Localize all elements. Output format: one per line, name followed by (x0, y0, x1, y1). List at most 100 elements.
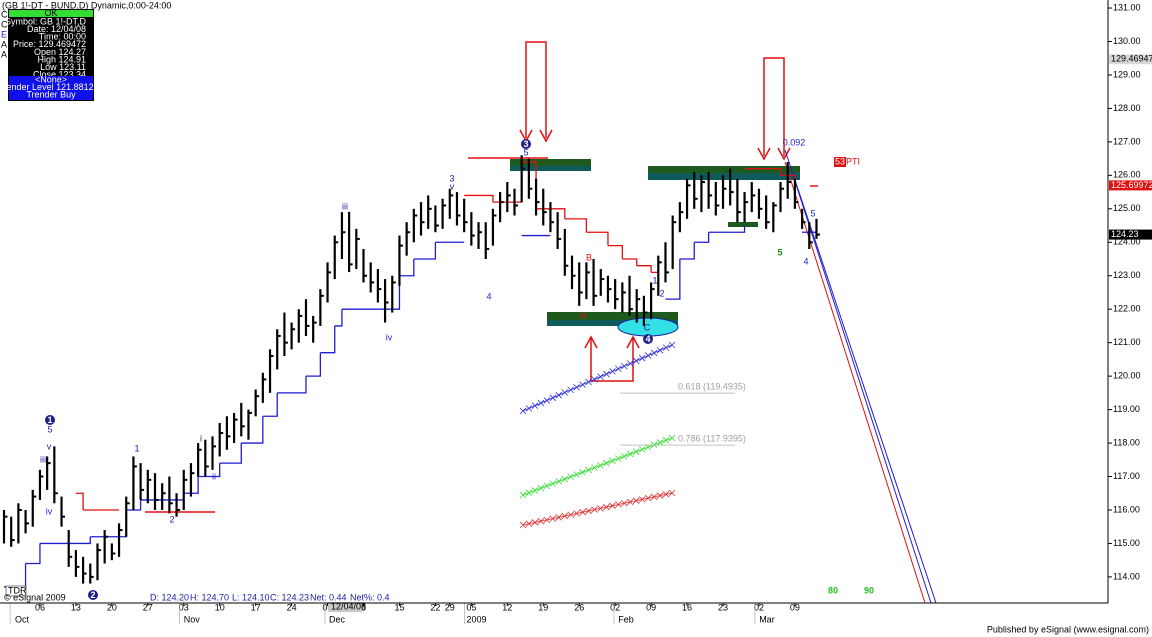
chart-title: (GB 1!-DT - BUND,D) Dynamic,0:00-24:00 (2, 0, 171, 10)
price-bar (161, 483, 166, 510)
price-bar (146, 469, 152, 504)
y-tick-label: 130.00 (1113, 36, 1141, 46)
y-tick-label: 114.00 (1113, 571, 1140, 581)
y-tick-label: 121.00 (1113, 337, 1141, 347)
price-bar (211, 436, 217, 470)
price-bar (283, 312, 288, 357)
y-tick-label: 125.00 (1113, 203, 1141, 213)
price-bar (419, 202, 425, 236)
price-bar (31, 489, 37, 527)
price-bar (53, 446, 58, 504)
wave-label: 5 (47, 424, 52, 434)
month-label: Dec (329, 614, 346, 624)
price-bar (326, 262, 332, 303)
x-tick-label: 8 (361, 602, 366, 612)
info-status-bar (9, 10, 93, 17)
price-bar (168, 476, 173, 514)
price-bar (757, 188, 763, 219)
cross-line (522, 344, 673, 412)
y-tick-label: 119.00 (1113, 404, 1140, 414)
price-bar (707, 171, 713, 209)
y-tick-label: 116.00 (1113, 504, 1140, 514)
step-line (320, 325, 336, 354)
x-tick-label: 19 (538, 602, 548, 612)
price-bar (642, 295, 648, 326)
price-bar (110, 543, 116, 561)
step-line (708, 225, 746, 233)
price-marker-box (1109, 229, 1152, 240)
price-bar (254, 389, 260, 417)
pti-box (834, 157, 846, 167)
price-bar (189, 463, 195, 497)
status-value: Net: 0.44 (310, 592, 347, 602)
price-bar (125, 496, 130, 537)
wave-label: iii (40, 454, 46, 464)
price-bar (247, 409, 252, 440)
x-tick-label: 01 (323, 602, 333, 612)
step-line (241, 416, 264, 444)
status-value: C: 124.23 (270, 592, 309, 602)
price-bar (491, 208, 497, 246)
wave-label: 1 (652, 275, 657, 285)
price-bar (635, 289, 641, 323)
price-bar (628, 275, 634, 316)
y-tick-label: 117.00 (1113, 471, 1140, 481)
price-bar (779, 182, 785, 213)
step-line (622, 258, 638, 266)
wave-label: iv (46, 506, 53, 516)
price-bar (74, 550, 80, 577)
chart-layer: 114.00115.00116.00117.00118.00119.00120.… (0, 2, 1152, 624)
wave-circle-label: 3 (523, 139, 528, 149)
step-line (464, 194, 494, 203)
price-bar (599, 269, 605, 296)
price-bar (81, 556, 87, 584)
crosshair-date: 12/04/08 (331, 601, 366, 611)
price-bar (455, 192, 461, 226)
price-bar (614, 279, 619, 310)
wave-label: 5 (523, 147, 528, 157)
price-bar (197, 443, 202, 477)
arrow (525, 41, 547, 138)
price-bar (448, 188, 454, 219)
price-bar (793, 178, 799, 209)
status-value: Net%: 0.4 (350, 592, 390, 602)
price-bar (2, 509, 8, 544)
info-row: Close 123.34 (33, 70, 86, 80)
y-tick-label: 128.00 (1113, 103, 1141, 113)
price-bar (67, 530, 73, 567)
price-bar (376, 269, 382, 303)
info-row: Low 123.11 (40, 62, 86, 72)
price-bar (348, 211, 353, 273)
step-line (198, 463, 221, 478)
price-bar (520, 155, 526, 203)
price-bar (333, 235, 339, 280)
price-bar (671, 215, 677, 270)
status-value: H: 124.70 (190, 592, 229, 602)
price-bar (290, 322, 296, 350)
price-bar (649, 282, 655, 320)
x-tick-label: 12 (502, 602, 512, 612)
step-line (399, 259, 415, 277)
price-bar (563, 228, 569, 276)
price-bar (391, 275, 396, 313)
info-side-letter: A (1, 39, 7, 49)
info-row: Date: 12/04/08 (27, 24, 86, 34)
wave-label: 5 (777, 247, 782, 257)
step-line (586, 231, 609, 246)
price-bar (38, 469, 44, 500)
x-tick-label: 10 (215, 602, 225, 612)
x-tick-label: 17 (251, 602, 261, 612)
wave-circle-label: 4 (645, 334, 650, 344)
x-tick-label: 13 (71, 602, 81, 612)
info-status: OK (44, 8, 57, 18)
price-bar (89, 563, 94, 584)
price-bar (714, 182, 720, 216)
price-bar (441, 198, 447, 229)
step-line (536, 208, 566, 219)
price-bar (24, 509, 30, 534)
price-bar (750, 182, 756, 213)
price-bar (383, 279, 389, 323)
price-bar (693, 171, 698, 209)
zone (510, 159, 591, 166)
